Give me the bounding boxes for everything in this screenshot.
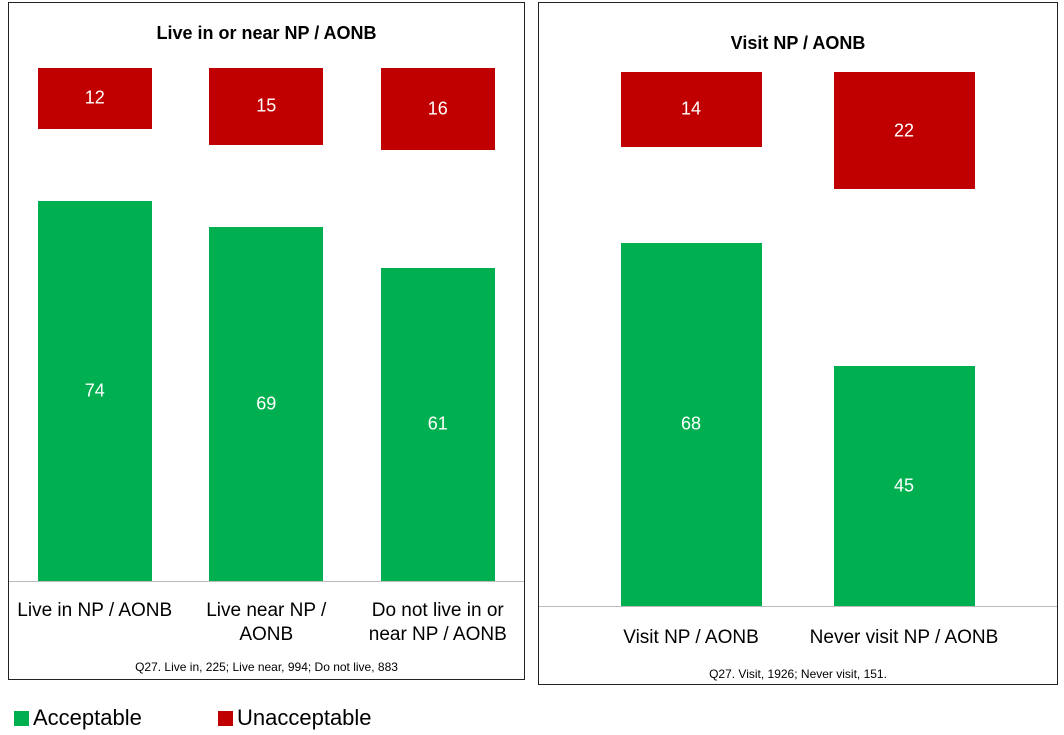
bar	[833, 365, 975, 606]
legend-swatch	[14, 710, 29, 726]
chart-panel: Visit NP / AONB Visit NP / AONB 68 14 Never …	[538, 2, 1058, 685]
bar	[380, 267, 495, 581]
bar	[209, 67, 324, 145]
x-tick-label: Do not live in or near NP / AONB	[368, 600, 507, 645]
bar	[833, 72, 975, 190]
data-label: 12	[84, 87, 105, 108]
axis-line	[539, 606, 1057, 607]
data-label: 61	[427, 413, 448, 434]
x-tick-label: Never visit NP / AONB	[809, 627, 999, 648]
legend-label: Unacceptable	[237, 705, 372, 730]
bar	[620, 242, 762, 606]
axis-line	[9, 581, 524, 582]
x-tick-label: Live in NP / AONB	[17, 600, 173, 621]
chart-title: Visit NP / AONB	[730, 33, 866, 53]
note: Q27. Live in, 225; Live near, 994; Do no…	[135, 660, 398, 674]
data-label: 22	[893, 120, 915, 141]
chart-panel: Live in or near NP / AONB Live in NP / AO…	[8, 2, 525, 680]
legend-swatch	[218, 710, 233, 726]
note: Q27. Visit, 1926; Never visit, 151.	[709, 667, 887, 681]
chart-title: Live in or near NP / AONB	[156, 23, 377, 43]
bar	[37, 201, 152, 581]
legend-label: Acceptable	[33, 705, 142, 730]
bar	[620, 72, 762, 147]
x-tick-label: Visit NP / AONB	[623, 627, 759, 648]
data-label: 45	[893, 475, 915, 496]
data-label: 69	[256, 393, 277, 414]
bar	[380, 67, 495, 150]
data-label: 68	[680, 413, 702, 434]
data-label: 14	[680, 98, 702, 119]
data-label: 15	[256, 95, 277, 116]
x-tick-label: Live near NP / AONB	[206, 600, 327, 645]
legend-item: Acceptable	[14, 705, 142, 731]
bar	[37, 67, 152, 130]
legend-item: Unacceptable	[218, 705, 372, 731]
data-label: 16	[427, 98, 448, 119]
data-label: 74	[84, 380, 105, 401]
bar	[209, 226, 324, 581]
